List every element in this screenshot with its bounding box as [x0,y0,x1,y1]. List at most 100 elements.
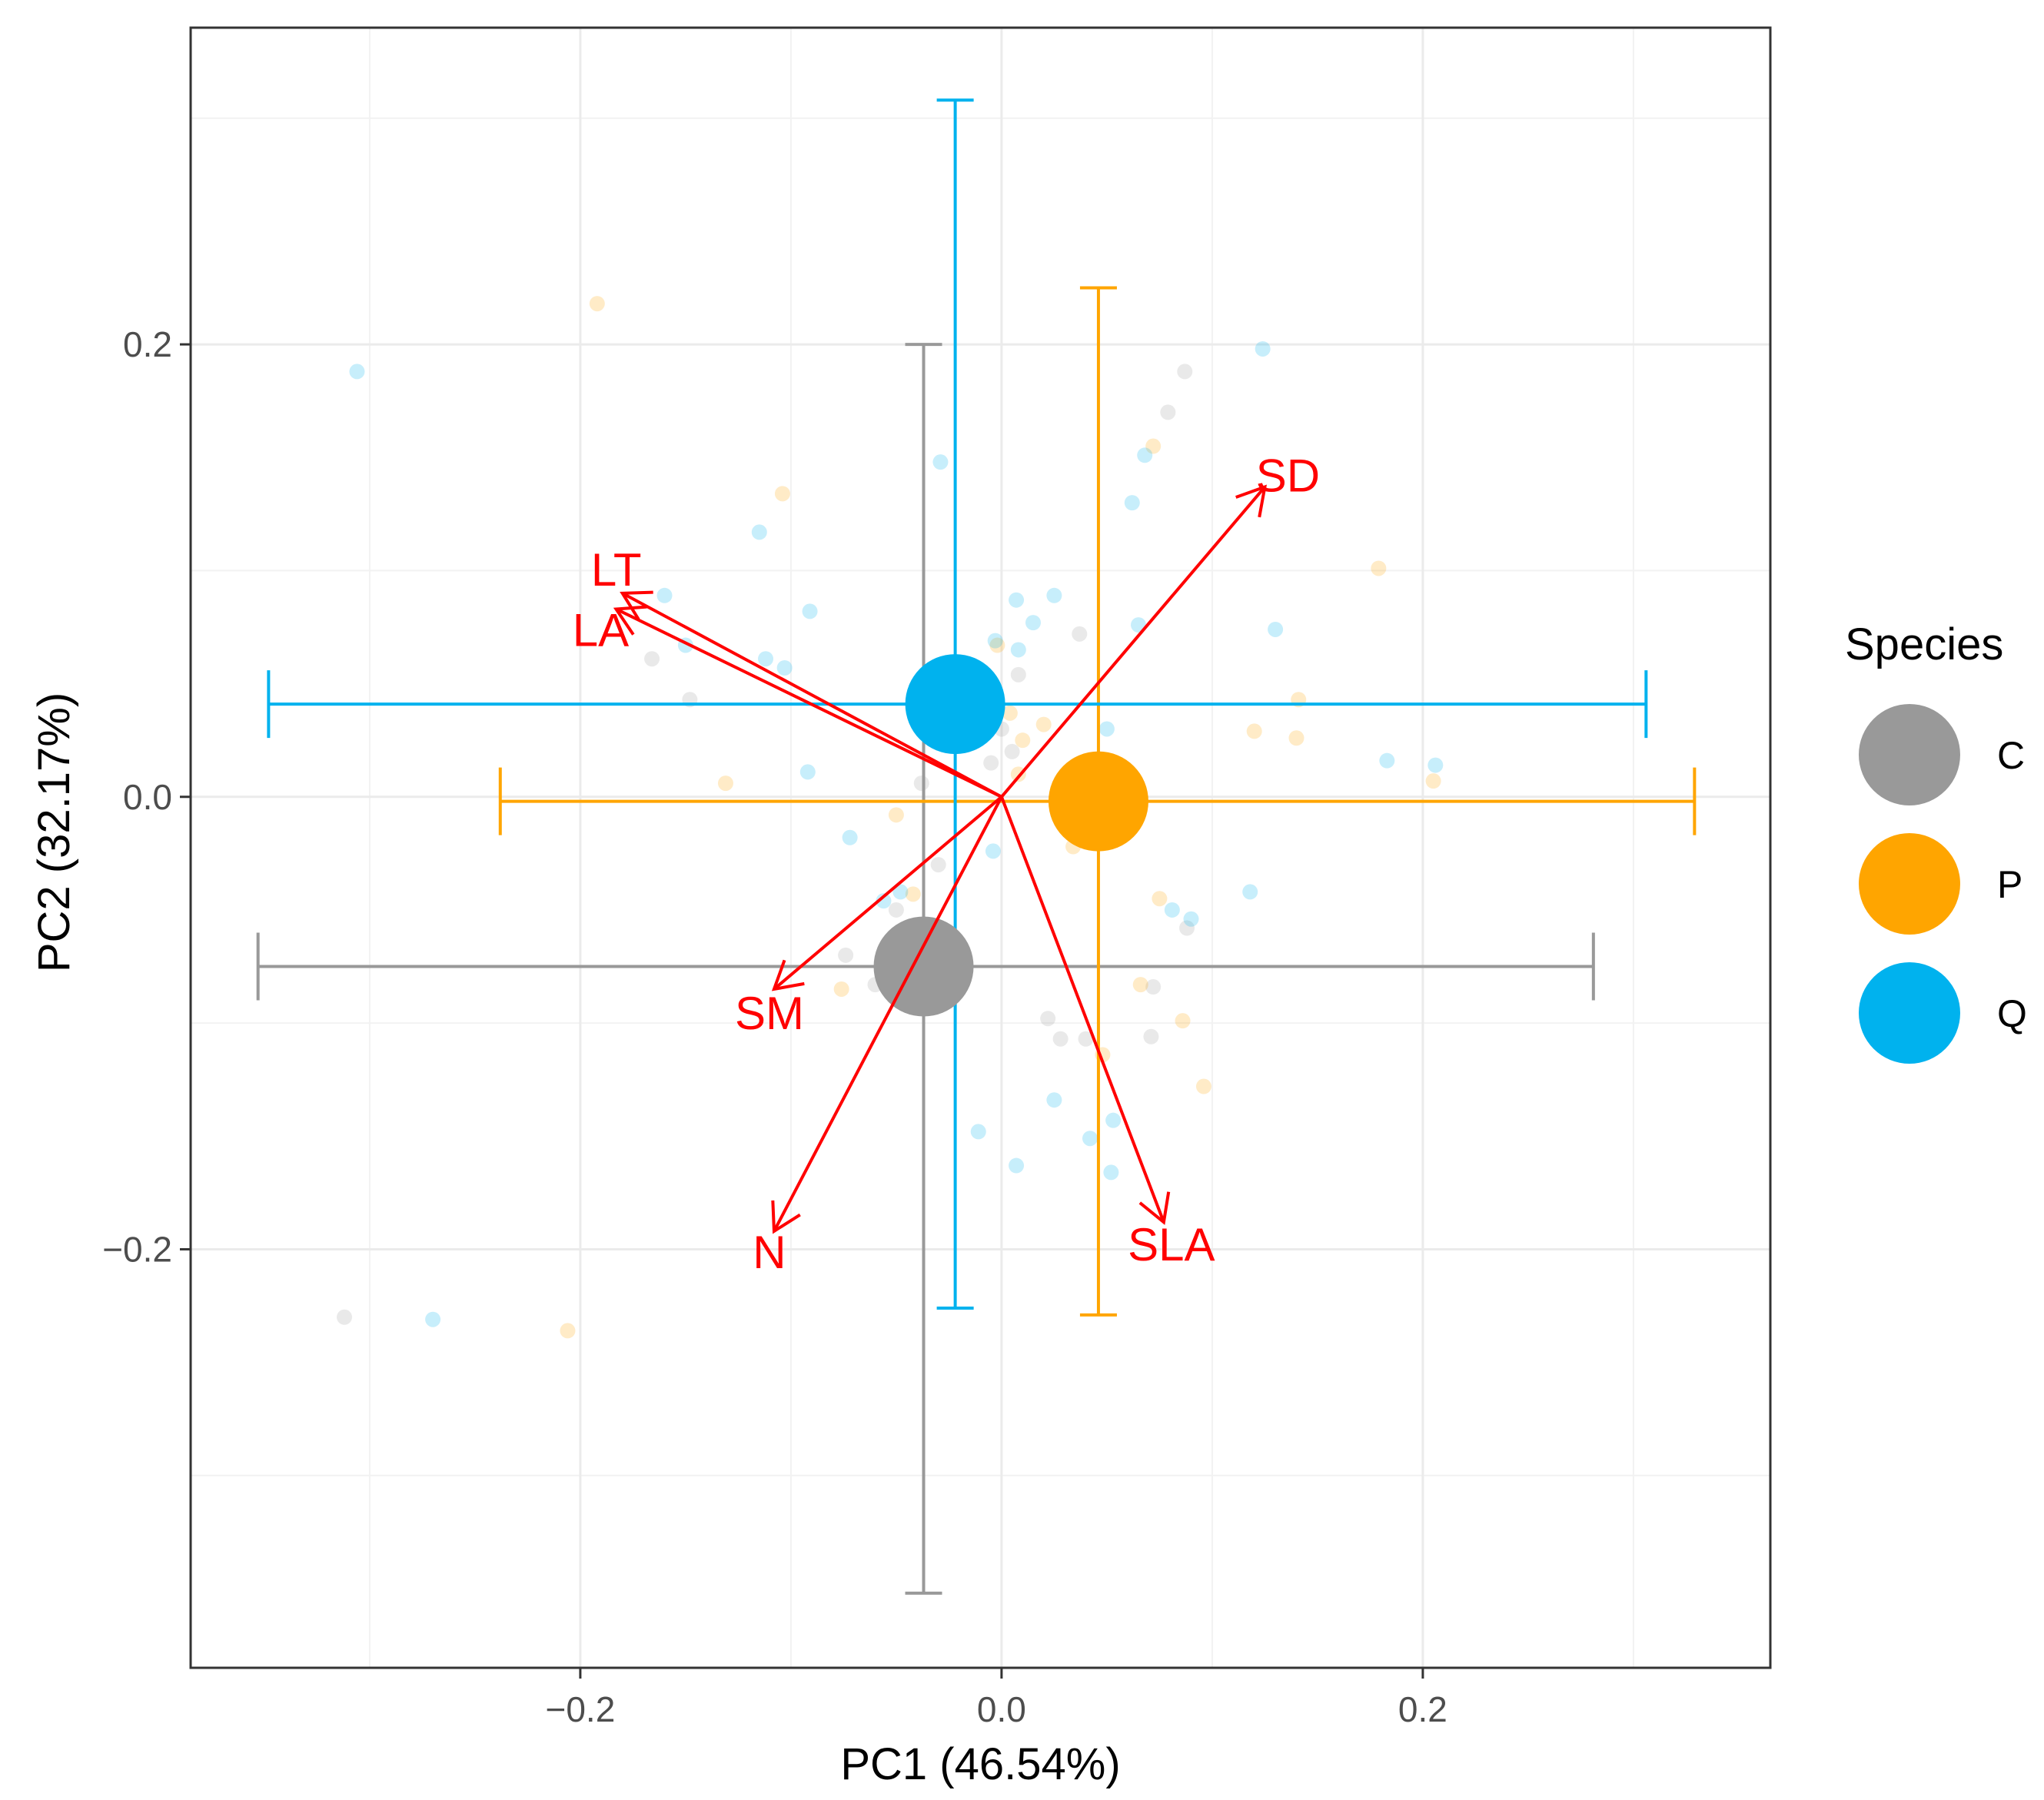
loading-arrow-LT [621,592,1002,799]
point-C [1010,666,1026,682]
point-P [717,775,733,792]
point-C [1040,1011,1056,1027]
minor-gridlines [191,28,1770,1668]
major-gridlines [191,28,1770,1668]
point-P [1152,891,1168,907]
point-Q [1103,1164,1119,1181]
point-C [913,775,929,792]
point-Q [1082,1131,1098,1147]
legend-key-P [1859,833,1960,935]
loading-arrowhead-N [771,1200,801,1234]
point-P [589,296,605,312]
loading-arrow-N [773,795,1003,1232]
loading-label-SLA: SLA [1128,1219,1215,1270]
point-Q [656,587,673,603]
point-P [989,637,1005,653]
loading-label-SM: SM [735,988,804,1039]
point-C [1078,1031,1094,1047]
point-C [1177,364,1193,380]
loading-arrows: LT LA SD SM N SLA [573,450,1320,1278]
x-tick-label: 0.2 [1398,1689,1447,1729]
panel-border [189,26,1772,1669]
loading-arrow-LA [615,607,1002,799]
point-Q [876,893,892,909]
point-Q [985,843,1001,859]
loading-arrow-SM [773,795,1003,991]
point-C [1160,404,1176,420]
legend-key-C [1859,704,1960,805]
point-Q [892,884,909,900]
y-tick-label: −0.2 [102,1229,172,1269]
point-Q [751,524,767,540]
point-C [930,857,946,873]
point-P [1371,560,1387,576]
point-Q [1098,721,1115,737]
point-P [774,486,790,502]
point-C [1143,1028,1159,1044]
point-P [1288,730,1305,746]
x-axis-title: PC1 (46.54%) [840,1739,1120,1789]
point-Q [1025,615,1041,631]
axis-ticks: −0.2 0.0 0.2 −0.2 0.0 0.2 [102,324,1447,1729]
point-P [1132,977,1148,993]
loading-arrow-SD [1000,486,1266,799]
point-Q [842,829,858,845]
loading-arrowhead-LT [620,590,653,620]
point-C [1052,1031,1069,1047]
point-Q [776,659,793,676]
point-Q [970,1124,986,1140]
legend-label-P: P [1997,863,2022,906]
legend-label-Q: Q [1997,992,2027,1035]
loading-label-LA: LA [573,604,629,656]
point-Q [758,651,774,667]
point-C [1004,743,1020,759]
point-C [644,651,660,667]
loading-label-N: N [753,1227,786,1278]
point-C [1072,626,1088,642]
point-Q [1183,911,1199,927]
point-Q [1427,757,1444,773]
point-Q [1242,884,1258,900]
point-Q [802,603,818,619]
point-Q [799,764,816,780]
point-Q [1009,592,1025,608]
point-Q [1379,752,1395,769]
centroid-P [1048,751,1148,852]
centroid-C [873,916,974,1017]
point-Q [1137,447,1153,463]
point-Q [1164,902,1180,918]
point-C [1145,979,1162,995]
loading-label-SD: SD [1256,450,1320,502]
x-tick-label: −0.2 [545,1689,615,1729]
legend: Species C P Q [1845,619,2027,1064]
loading-arrowhead-SLA [1138,1191,1171,1225]
loading-arrowhead-SD [1235,484,1267,518]
point-C [337,1309,353,1325]
point-P [1175,1013,1191,1029]
y-axis-title: PC2 (32.17%) [29,692,79,972]
loading-label-LT: LT [591,544,642,596]
loading-arrowhead-LA [613,605,647,636]
point-C [838,947,854,963]
point-P [905,886,921,902]
point-C [1179,920,1195,936]
point-Q [1046,1092,1062,1108]
point-P [1195,1078,1211,1094]
point-P [1246,723,1262,739]
point-P [833,981,849,997]
y-tick-label: 0.2 [123,324,172,364]
legend-key-Q [1859,962,1960,1064]
point-P [1002,705,1018,721]
point-Q [1268,621,1284,637]
point-P [1425,773,1441,789]
point-P [560,1323,576,1339]
point-Q [1046,587,1062,603]
y-tick-label: 0.0 [123,777,172,817]
point-Q [987,633,1003,649]
centroid-Q [905,654,1005,755]
point-Q [1009,1157,1025,1174]
x-tick-label: 0.0 [977,1689,1026,1729]
point-Q [1105,1112,1122,1128]
